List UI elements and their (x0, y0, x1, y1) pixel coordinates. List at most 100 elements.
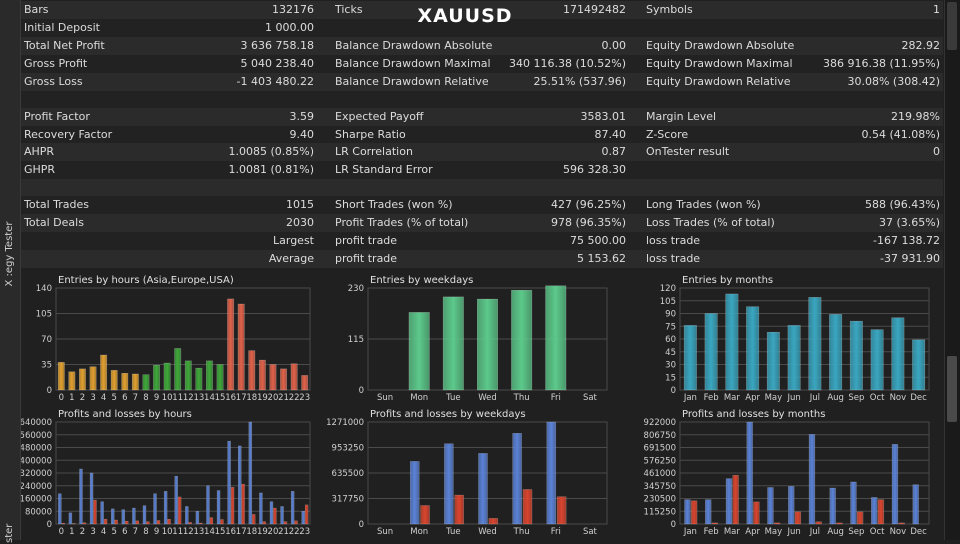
report-value: 75 500.00 (461, 232, 626, 250)
profit-bar (685, 500, 691, 524)
report-label: OnTester result (646, 143, 729, 161)
report-value (771, 179, 940, 197)
x-tick-label: Mon (410, 527, 428, 537)
y-tick-label: 60 (665, 335, 676, 345)
loss-bar (252, 514, 255, 524)
y-tick-label: 35 (41, 361, 52, 371)
loss-bar (774, 523, 780, 524)
x-tick-label: 23 (299, 527, 310, 537)
y-tick-label: 0 (47, 386, 52, 396)
chart-bar (79, 369, 85, 390)
x-tick-label: 20 (268, 527, 279, 537)
strategy-tester-side-tab[interactable]: X :egy Tester ster (0, 0, 21, 540)
report-value (771, 19, 940, 37)
x-tick-label: 7 (133, 527, 138, 537)
y-tick-label: 80000 (25, 507, 52, 517)
report-value: 588 (96.43%) (771, 196, 940, 214)
x-tick-label: Oct (870, 527, 885, 537)
y-tick-label: 230500 (644, 495, 676, 505)
profit-bar (69, 513, 72, 524)
y-tick-label: 691500 (644, 444, 676, 454)
x-tick-label: Jun (786, 393, 800, 403)
profit-bar (809, 434, 815, 524)
scrollbar-thumb[interactable] (947, 356, 957, 422)
x-tick-label: 21 (278, 393, 289, 403)
chart-title: Entries by months (682, 275, 773, 286)
x-tick-label: 3 (90, 527, 95, 537)
chart-bar (302, 375, 308, 390)
x-tick-label: Sun (377, 393, 393, 403)
report-value (191, 91, 314, 109)
chart-bar (767, 332, 779, 390)
x-tick-label: Fri (551, 527, 561, 537)
profit-bar (726, 479, 732, 524)
profit-bar (122, 510, 125, 524)
x-tick-label: 11 (172, 393, 183, 403)
report-value (461, 179, 626, 197)
y-tick-label: 560000 (21, 431, 52, 441)
scrollbar-thumb-upper[interactable] (947, 2, 957, 50)
x-tick-label: 9 (154, 393, 159, 403)
y-tick-label: 70 (41, 335, 52, 345)
x-tick-label: 20 (268, 393, 279, 403)
chart-bar (746, 307, 758, 390)
loss-bar (816, 522, 822, 524)
y-tick-label: 345750 (644, 482, 676, 492)
y-tick-label: 160000 (21, 495, 52, 505)
chart-bar (546, 286, 566, 390)
x-tick-label: 18 (246, 393, 257, 403)
loss-bar (523, 489, 532, 524)
report-label: Total Net Profit (24, 37, 105, 55)
x-tick-label: 0 (59, 527, 64, 537)
profit-bar (79, 469, 82, 524)
y-tick-label: 953250 (332, 444, 364, 454)
x-tick-label: Tue (445, 527, 461, 537)
report-label: Equity Drawdown Relative (646, 73, 791, 91)
report-value: 30.08% (308.42) (771, 73, 940, 91)
report-value: 25.51% (537.96) (461, 73, 626, 91)
loss-bar (178, 497, 181, 524)
chart-bar (809, 297, 821, 390)
chart-bar (829, 314, 841, 390)
report-value: 0.00 (461, 37, 626, 55)
loss-bar (557, 497, 566, 524)
y-tick-label: 105 (36, 310, 52, 320)
report-label: Short Trades (won %) (335, 196, 453, 214)
loss-bar (242, 484, 245, 524)
profit-bar (164, 491, 167, 524)
report-label: Bars (24, 1, 49, 19)
chart-bar (69, 372, 75, 390)
y-tick-label: 120 (660, 284, 676, 294)
report-label: Total Trades (24, 196, 89, 214)
profit-bar (238, 446, 241, 524)
chart-title: Profits and losses by hours (58, 409, 192, 420)
loss-bar (189, 522, 192, 524)
report-label: profit trade (335, 232, 397, 250)
x-tick-label: Thu (513, 393, 530, 403)
report-value: -1 403 480.22 (191, 73, 314, 91)
chart-title: Entries by hours (Asia,Europe,USA) (58, 275, 234, 286)
x-tick-label: 13 (193, 527, 204, 537)
y-tick-label: 461000 (644, 469, 676, 479)
vertical-scrollbar[interactable] (944, 0, 960, 540)
x-tick-label: 10 (162, 393, 173, 403)
y-tick-label: 806750 (644, 431, 676, 441)
x-tick-label: 5 (111, 393, 116, 403)
y-tick-label: 0 (359, 386, 364, 396)
report-label: Initial Deposit (24, 19, 100, 37)
profit-bar (132, 508, 135, 524)
report-value: 2030 (191, 214, 314, 232)
y-tick-label: 140 (36, 284, 52, 294)
profit-bar (217, 491, 220, 524)
x-tick-label: May (765, 527, 783, 537)
x-tick-label: Wed (478, 393, 497, 403)
report-label: Loss Trades (% of total) (646, 214, 775, 232)
report-label: Recovery Factor (24, 126, 112, 144)
symbol-title: XAUUSD (415, 3, 515, 29)
